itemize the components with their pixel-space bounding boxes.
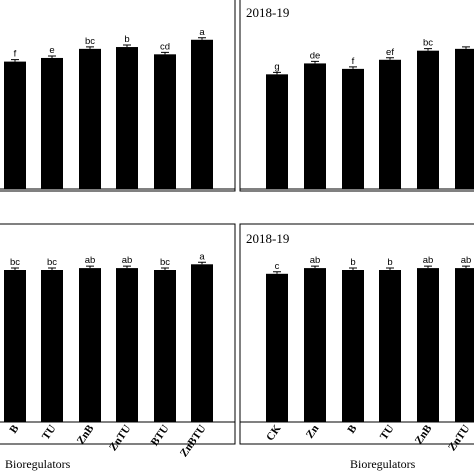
top-right-significance-ck: g: [274, 61, 279, 72]
bottom-left-tick-zntu: ZnTU: [107, 423, 133, 453]
bottom-right-tick-b: B: [345, 422, 359, 435]
bottom-right-significance-tu: b: [387, 257, 392, 268]
bottom-left-errorbar-tu: [48, 267, 56, 270]
bottom-left-bar-b: [4, 270, 26, 422]
top-right-bar-zntu: [455, 48, 474, 189]
top-right-significance-b: f: [352, 56, 355, 67]
bottom-left-significance-btu: bc: [160, 257, 170, 268]
bottom-right-tick-tu: TU: [378, 423, 397, 442]
top-right-bar-ck: [266, 74, 288, 189]
bottom-left-significance-b: bc: [10, 257, 20, 268]
bottom-right-bar-znb: [417, 268, 439, 422]
bottom-left-errorbar-znbtu: [198, 261, 206, 265]
top-left-bar-znb: [79, 48, 101, 189]
bottom-right-significance-b: b: [350, 257, 355, 268]
bottom-left-bar-znb: [79, 268, 101, 422]
bottom-right-tick-znb: ZnB: [413, 422, 435, 446]
top-right-significance-tu: ef: [386, 47, 394, 58]
top-left-bar-btu: [154, 54, 176, 189]
top-left-bar-zntu: [116, 47, 138, 189]
top-right-errorbar-tu: [386, 57, 394, 60]
bottom-right-tick-ck: CK: [264, 422, 284, 443]
bottom-right-bar-tu: [379, 270, 401, 422]
bottom-right-errorbar-zn: [311, 265, 319, 269]
bottom-right-bar-zntu: [455, 268, 474, 422]
panel-bottom-right-xlabel: Bioregulators: [350, 457, 416, 471]
top-left-errorbar-znb: [86, 46, 94, 49]
bottom-left-tick-tu: TU: [40, 423, 59, 442]
bottom-left-tick-znb: ZnB: [75, 422, 97, 446]
top-left-errorbar-btu: [161, 51, 169, 55]
panel-top-right-title: 2018-19: [246, 5, 289, 20]
bottom-right-significance-zn: ab: [310, 255, 321, 266]
top-left-significance-zntu: b: [124, 34, 129, 45]
top-left-significance-btu: cd: [160, 41, 170, 52]
panel-top-right-frame: [239, 0, 474, 192]
bottom-left-errorbar-zntu: [123, 265, 131, 269]
top-right-bar-b: [342, 68, 364, 189]
bottom-left-significance-tu: bc: [47, 257, 57, 268]
panel-bottom-right-frame: [239, 223, 474, 445]
bottom-right-bar-zn: [304, 268, 326, 422]
top-right-errorbar-znb: [424, 48, 432, 51]
panel-bottom-left-frame: [0, 223, 236, 445]
top-right-bar-tu: [379, 59, 401, 189]
bottom-right-errorbar-b: [349, 267, 357, 270]
bottom-right-errorbar-tu: [386, 267, 394, 270]
bottom-right-bar-b: [342, 270, 364, 422]
bottom-left-significance-znb: ab: [85, 255, 96, 266]
top-left-bar-znbtu: [191, 39, 213, 190]
top-right-errorbar-ck: [273, 71, 281, 75]
panel-bottom-left-xlabel: Bioregulators: [5, 457, 71, 471]
bottom-left-errorbar-znb: [86, 265, 94, 269]
top-right-bar-zn: [304, 63, 326, 189]
bottom-left-bar-btu: [154, 270, 176, 422]
top-left-significance-tu: e: [49, 45, 54, 56]
bottom-left-bar-tu: [41, 270, 63, 422]
top-left-bar-tu: [41, 57, 63, 190]
top-left-errorbar-znbtu: [198, 37, 206, 40]
top-left-errorbar-b: [11, 59, 19, 62]
top-right-significance-zn: de: [310, 50, 321, 61]
bottom-left-bar-zntu: [116, 268, 138, 422]
top-left-bar-b: [4, 61, 26, 189]
bottom-right-errorbar-ck: [273, 271, 281, 274]
bottom-right-tick-zn: Zn: [304, 423, 322, 441]
top-right-errorbar-zn: [311, 60, 319, 64]
bottom-left-bar-znbtu: [191, 264, 213, 422]
top-left-errorbar-zntu: [123, 44, 131, 48]
top-left-significance-znbtu: a: [199, 27, 205, 38]
bottom-left-tick-b: B: [7, 422, 21, 435]
top-left-significance-b: f: [14, 49, 17, 60]
bottom-left-errorbar-btu: [161, 267, 169, 270]
bottom-right-significance-znb: ab: [423, 255, 434, 266]
top-right-errorbar-b: [349, 66, 357, 69]
bottom-right-tick-zntu: ZnTU: [446, 423, 472, 453]
top-left-errorbar-tu: [48, 55, 56, 58]
top-right-bar-znb: [417, 50, 439, 190]
bottom-left-errorbar-b: [11, 267, 19, 270]
bottom-left-tick-znbtu: ZnBTU: [178, 423, 209, 459]
top-right-significance-znb: bc: [423, 38, 433, 49]
top-left-significance-znb: bc: [85, 36, 95, 47]
bottom-left-significance-znbtu: a: [199, 251, 205, 262]
top-right-errorbar-zntu: [462, 46, 470, 49]
bottom-right-significance-zntu: ab: [461, 255, 472, 266]
bottom-right-bar-ck: [266, 273, 288, 422]
panel-top-left-frame: [0, 0, 236, 192]
bottom-right-errorbar-znb: [424, 265, 432, 269]
panel-bottom-right-title: 2018-19: [246, 231, 289, 246]
bottom-right-errorbar-zntu: [462, 265, 470, 269]
bottom-right-significance-ck: c: [275, 261, 280, 272]
bottom-left-significance-zntu: ab: [122, 255, 133, 266]
